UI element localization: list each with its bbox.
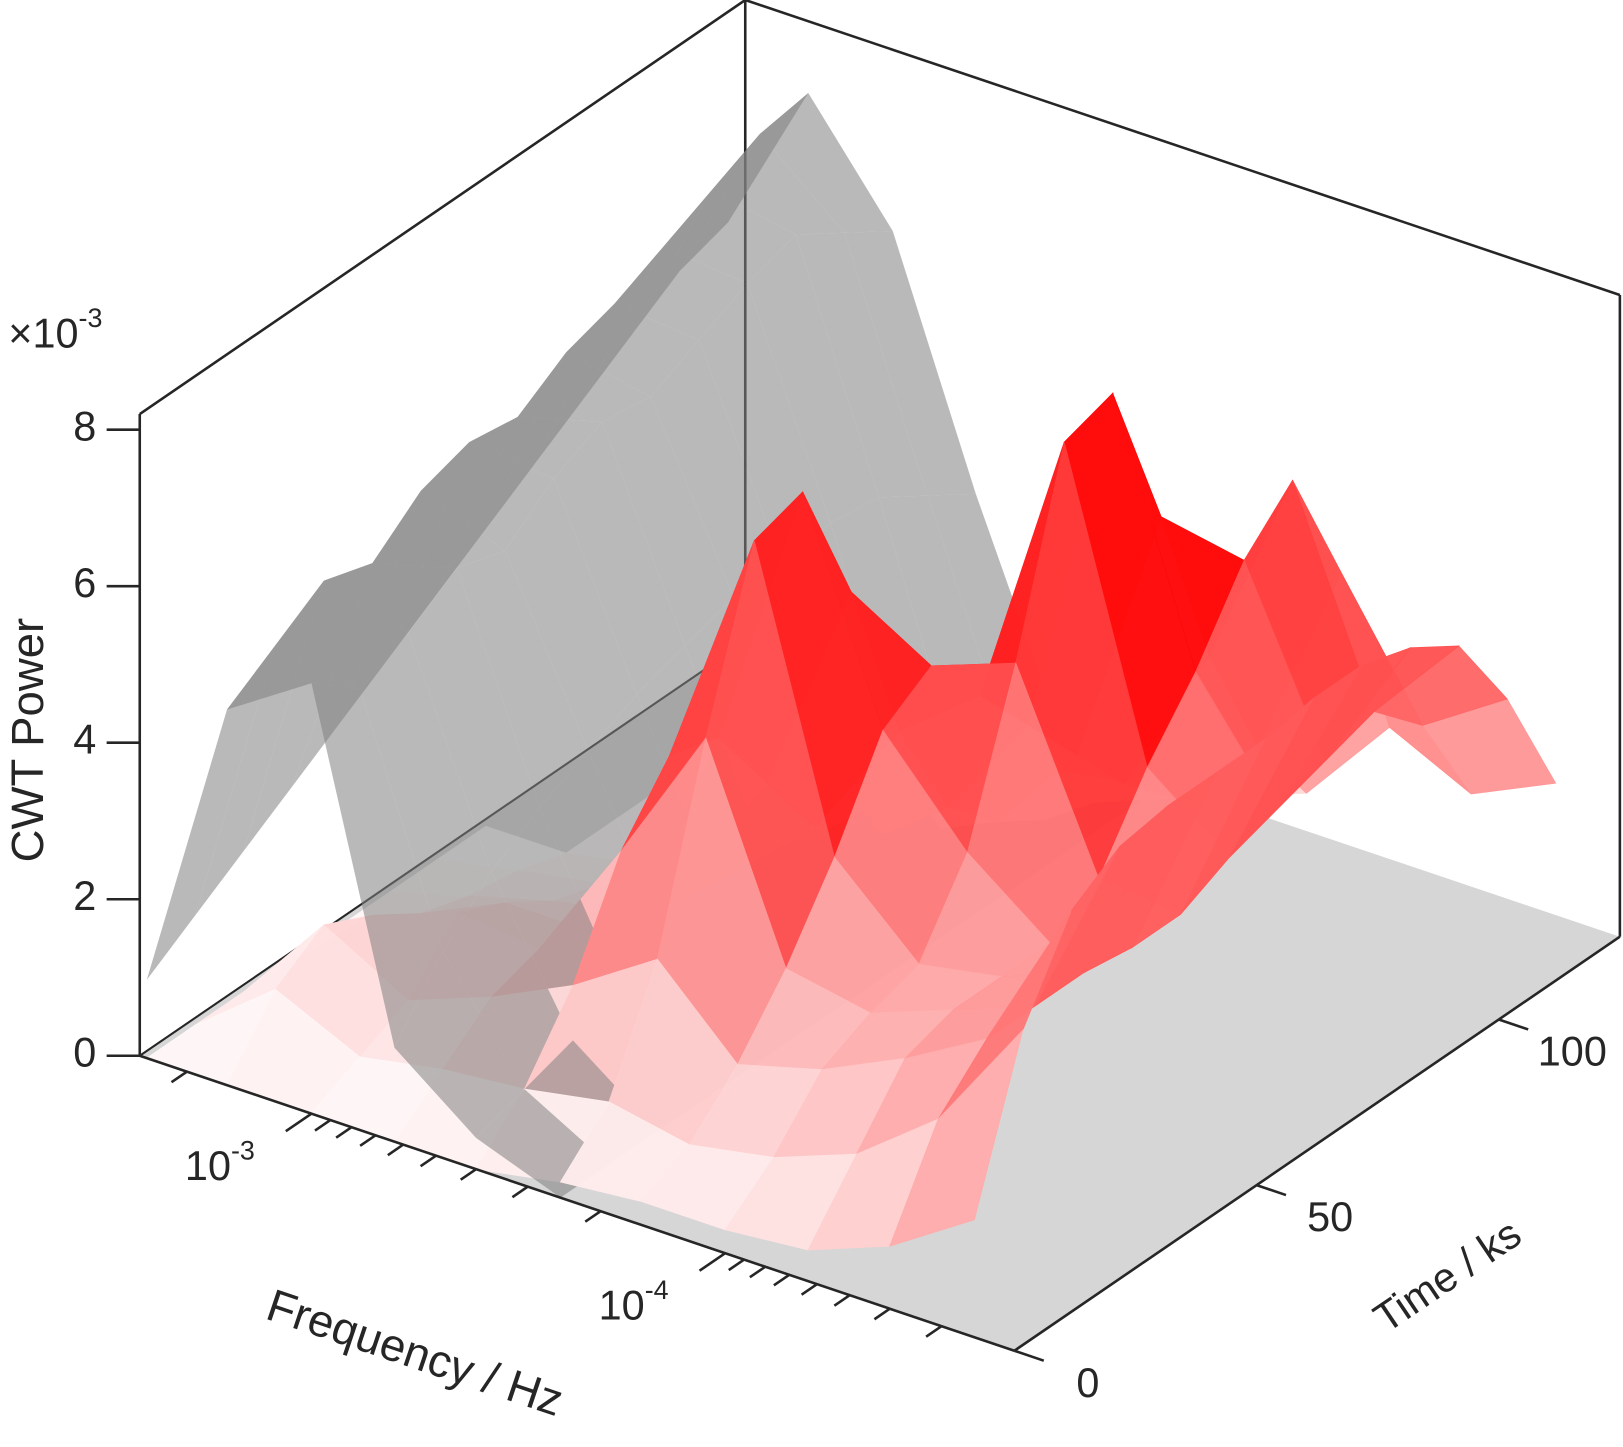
x-minor-tick <box>387 1143 404 1157</box>
grey-surface-patch <box>844 231 976 496</box>
x-minor-tick <box>170 1070 188 1084</box>
y-axis-label: Time / ks <box>1366 1210 1530 1341</box>
y-axis-line <box>1013 935 1621 1352</box>
y-tick-label: 0 <box>1076 1360 1099 1406</box>
grey-surface-patch <box>456 550 589 808</box>
x-tick-base: 10 <box>599 1283 645 1329</box>
grey-surface-patch <box>146 645 276 980</box>
y-tick <box>1256 1183 1287 1197</box>
x-tick <box>285 1112 313 1133</box>
y-tick <box>1498 1018 1529 1031</box>
grey-surface-patch <box>747 234 879 523</box>
red-surface-patch <box>889 1028 1024 1247</box>
x-minor-tick <box>419 1154 437 1168</box>
grey-surface-patch <box>566 303 699 397</box>
z-tick-label: 6 <box>73 560 96 606</box>
grey-surface-patch <box>420 442 554 551</box>
x-axis-line <box>139 1054 1015 1352</box>
x-minor-tick <box>773 1273 790 1287</box>
z-multiplier-base: ×10 <box>8 310 78 356</box>
box-edge <box>744 0 1621 297</box>
x-minor-tick <box>359 1134 377 1147</box>
x-tick-exponent: -3 <box>231 1136 255 1166</box>
grey-surface-patch <box>311 683 443 1048</box>
x-tick-exponent: -4 <box>645 1275 669 1305</box>
grey-surface-patch <box>227 645 360 710</box>
x-minor-tick <box>511 1185 529 1199</box>
z-axis-label: CWT Power <box>2 618 53 863</box>
grey-surface-patch <box>795 232 928 498</box>
grey-surface-patch <box>505 478 637 751</box>
grey-surface-patch <box>408 568 540 872</box>
x-tick-label: 10-4 <box>599 1275 669 1328</box>
z-tick-label: 2 <box>73 873 96 919</box>
grey-surface-patch <box>759 92 893 233</box>
x-minor-tick <box>873 1307 891 1321</box>
grey-surface-patch <box>442 871 573 1090</box>
y-tick-label: 100 <box>1538 1029 1607 1075</box>
z-multiplier-exponent: -3 <box>79 303 103 333</box>
z-tick-label: 0 <box>73 1030 96 1076</box>
x-minor-tick <box>749 1265 767 1279</box>
y-tick <box>1013 1349 1045 1362</box>
x-tick-base: 10 <box>185 1143 231 1189</box>
x-minor-tick <box>314 1118 332 1132</box>
x-minor-tick <box>728 1258 745 1272</box>
x-minor-tick <box>584 1210 602 1223</box>
grey-surface-patch <box>614 247 748 341</box>
x-minor-tick <box>335 1126 353 1139</box>
grey-surface-patch <box>323 563 457 633</box>
grey-surface-patch <box>359 632 492 953</box>
x-minor-tick <box>459 1168 477 1181</box>
grey-surface-patch <box>469 416 603 479</box>
x-minor-tick <box>800 1283 818 1296</box>
y-tick-label: 50 <box>1307 1194 1353 1240</box>
grey-surface-patch <box>275 580 409 690</box>
grey-surface-patch <box>602 396 734 646</box>
x-minor-tick <box>833 1294 851 1307</box>
z-multiplier: ×10-3 <box>8 303 102 356</box>
x-tick <box>698 1252 726 1272</box>
x-axis-label: Frequency / Hz <box>261 1279 570 1426</box>
x-minor-tick <box>925 1325 943 1338</box>
x-tick-label: 10-3 <box>185 1136 255 1189</box>
z-tick-label: 8 <box>73 404 96 450</box>
grey-surface-patch <box>662 190 796 284</box>
grey-surface-patch <box>650 340 783 597</box>
z-tick-label: 4 <box>73 717 96 763</box>
grey-surface-patch <box>553 421 686 695</box>
box-edge <box>139 0 746 416</box>
grey-surface-patch <box>711 133 845 235</box>
grey-surface-patch <box>517 352 651 422</box>
grey-surface-patch <box>698 283 831 564</box>
grey-surface-patch <box>394 952 525 1138</box>
grey-surface-patch <box>372 490 506 569</box>
